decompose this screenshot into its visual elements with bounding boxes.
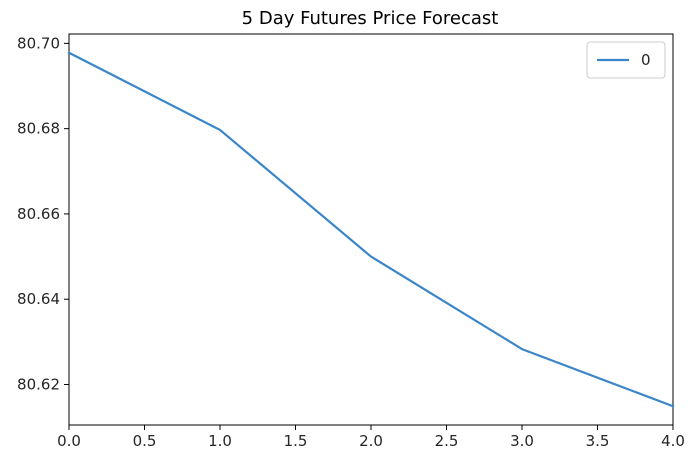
x-tick-label: 2.0: [359, 432, 383, 450]
series-layer: [67, 51, 675, 408]
x-tick-label: 1.0: [208, 432, 232, 450]
legend-label: 0: [641, 51, 651, 69]
y-tick-label: 80.64: [17, 290, 60, 308]
legend: 0: [586, 41, 666, 79]
x-tick-label: 1.5: [284, 432, 308, 450]
x-tick-label: 0.5: [133, 432, 157, 450]
series-line-0: [67, 51, 675, 408]
y-tick-label: 80.68: [17, 120, 60, 138]
chart-title: 5 Day Futures Price Forecast: [242, 8, 499, 29]
y-tick-label: 80.62: [17, 375, 60, 393]
x-tick-label: 3.0: [510, 432, 534, 450]
y-axis: 80.62 80.64 80.66 80.68 80.70: [17, 34, 69, 393]
x-tick-label: 3.5: [586, 432, 610, 450]
x-tick-label: 0.0: [57, 432, 81, 450]
y-tick-label: 80.70: [17, 34, 60, 52]
axes-frame: [68, 33, 674, 426]
x-tick-label: 2.5: [435, 432, 459, 450]
x-tick-label: 4.0: [661, 432, 685, 450]
x-axis: 0.0 0.5 1.0 1.5 2.0 2.5 3.0 3.5 4.0: [57, 425, 685, 450]
y-tick-label: 80.66: [17, 205, 60, 223]
plot-area: [68, 33, 674, 426]
